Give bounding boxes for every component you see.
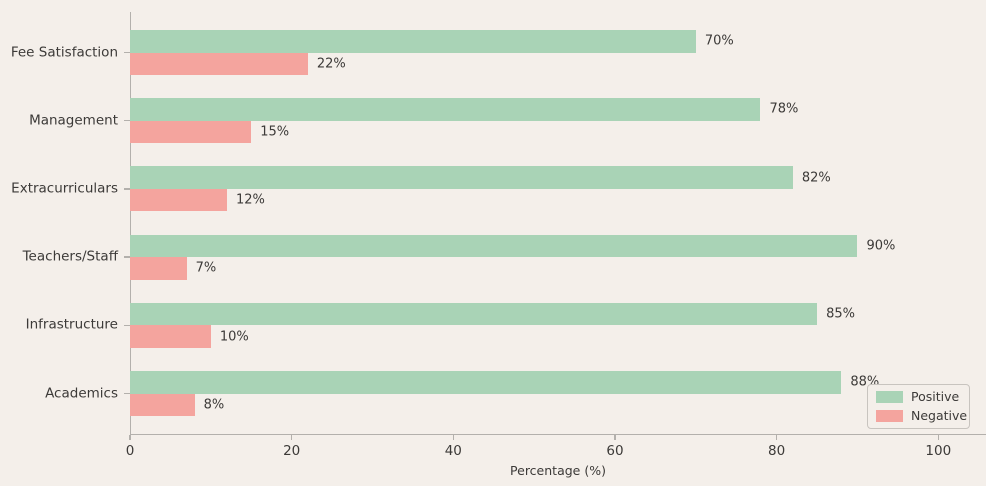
bar-value-label: 10% <box>219 329 249 345</box>
bar-value-label: 8% <box>203 397 225 413</box>
y-tick-mark <box>124 256 130 258</box>
x-tick-mark <box>452 435 455 440</box>
negative-bar <box>130 52 308 75</box>
bar-value-label: 78% <box>769 101 799 117</box>
positive-bar <box>130 166 793 189</box>
x-tick-label: 60 <box>606 443 624 459</box>
x-tick-mark <box>775 435 778 440</box>
y-tick-mark <box>124 392 130 395</box>
positive-bar <box>130 302 818 326</box>
y-tick-mark <box>124 119 130 122</box>
legend-entry-negative: Negative <box>876 409 967 423</box>
legend-label: Positive <box>911 389 960 404</box>
negative-bar <box>130 188 227 212</box>
bar-value-label: 82% <box>801 170 831 186</box>
legend-swatch-positive-icon <box>876 391 903 404</box>
y-tick-label: Teachers/Staff <box>22 248 118 265</box>
positive-bar <box>130 234 858 258</box>
x-tick-label: 100 <box>925 443 952 459</box>
negative-bar <box>130 325 211 348</box>
legend: Positive Negative <box>867 384 970 429</box>
bar-value-label: 7% <box>195 260 217 276</box>
positive-bar <box>130 371 842 394</box>
bar-value-label: 15% <box>260 124 290 140</box>
x-tick-mark <box>290 435 293 440</box>
legend-swatch-negative-icon <box>876 409 903 422</box>
negative-bar <box>130 257 187 280</box>
negative-bar <box>130 120 252 144</box>
x-tick-mark <box>937 435 940 440</box>
x-tick-label: 20 <box>283 443 301 459</box>
bar-value-label: 85% <box>826 306 855 322</box>
bar-value-label: 12% <box>235 192 265 208</box>
legend-label: Negative <box>911 407 968 423</box>
plot-area <box>130 12 986 435</box>
y-tick-label: Extracurriculars <box>11 180 118 197</box>
y-tick-label: Academics <box>45 384 118 401</box>
bar-value-label: 90% <box>866 238 896 254</box>
x-tick-label: 0 <box>125 443 135 459</box>
x-tick-label: 40 <box>444 443 462 459</box>
y-tick-label: Fee Satisfaction <box>10 43 118 60</box>
y-tick-label: Infrastructure <box>25 316 118 333</box>
bar-value-label: 70% <box>704 33 734 49</box>
positive-bar <box>130 98 761 121</box>
x-tick-mark <box>129 435 131 440</box>
negative-bar <box>130 393 195 416</box>
y-tick-label: Management <box>29 111 118 128</box>
bar-value-label: 22% <box>316 56 346 72</box>
x-tick-mark <box>614 435 616 440</box>
y-tick-mark <box>124 324 130 327</box>
y-tick-mark <box>124 188 130 190</box>
positive-bar <box>130 30 696 53</box>
x-axis-label: Percentage (%) <box>510 463 606 478</box>
legend-entry-positive: Positive <box>876 389 961 404</box>
y-tick-mark <box>124 51 130 54</box>
x-tick-label: 80 <box>768 443 786 459</box>
